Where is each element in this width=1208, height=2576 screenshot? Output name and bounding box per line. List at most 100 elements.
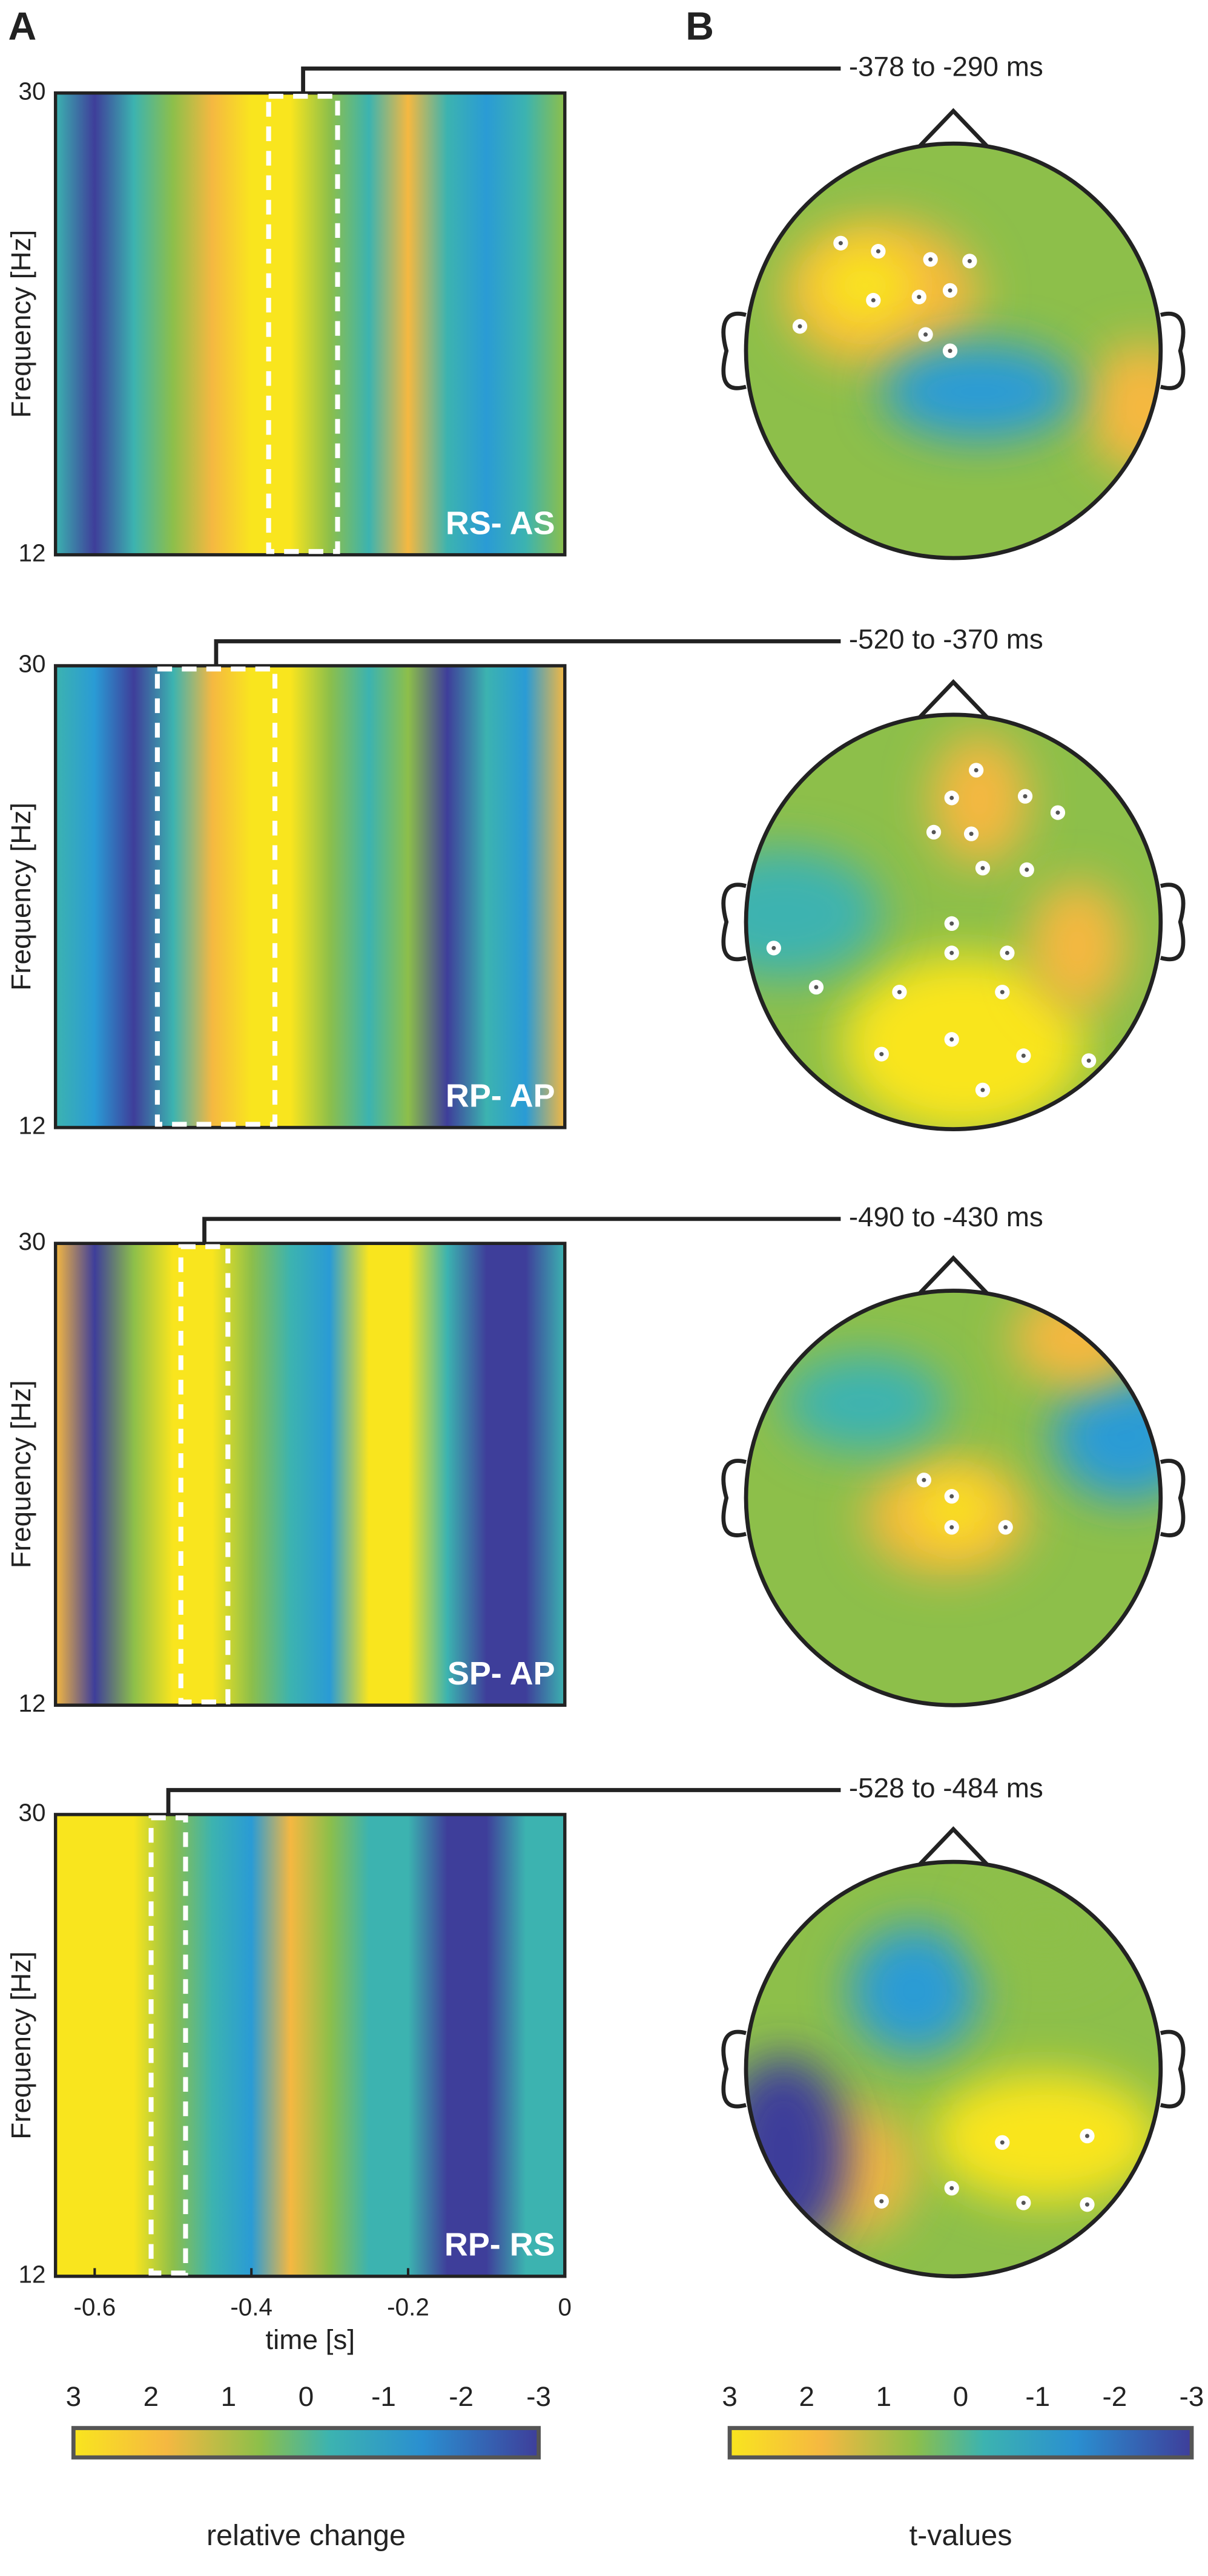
colorbar-tick-label: 1 xyxy=(876,2381,892,2412)
electrode-dot xyxy=(949,921,954,926)
electrode-dot xyxy=(876,249,880,254)
topo-blob xyxy=(848,1925,980,2056)
nose xyxy=(916,679,991,721)
electrode-dot xyxy=(871,298,876,303)
electrode-dot xyxy=(967,258,972,263)
y-axis-label: Frequency [Hz] xyxy=(5,1380,36,1568)
topo-blob xyxy=(1028,881,1127,1012)
colorbar-label: t-values xyxy=(909,2519,1012,2552)
electrode-dot xyxy=(949,1525,954,1530)
x-tick-label: -0.4 xyxy=(230,2293,272,2321)
electrode-dot xyxy=(1023,794,1028,799)
colorbar xyxy=(727,2426,1194,2460)
topo-blob xyxy=(816,245,914,327)
electrode-dot xyxy=(980,866,985,870)
nose xyxy=(916,1826,991,1868)
connector xyxy=(214,639,841,666)
head-outline xyxy=(744,1859,1163,2279)
y-axis-label: Frequency [Hz] xyxy=(5,803,36,991)
y-tick-label: 30 xyxy=(19,77,46,105)
electrode-dot xyxy=(949,1037,954,1042)
ear xyxy=(721,1459,747,1537)
colorbar-tick-label: -3 xyxy=(1180,2381,1204,2412)
connector xyxy=(202,1217,841,1244)
colorbar-tick-label: -1 xyxy=(371,2381,396,2412)
window-label: -378 to -290 ms xyxy=(849,51,1043,82)
y-axis-label: Frequency [Hz] xyxy=(5,1951,36,2140)
y-tick-label: 30 xyxy=(19,1227,46,1255)
y-tick-label: 30 xyxy=(19,1799,46,1827)
x-tick-label: 0 xyxy=(558,2293,572,2321)
contrast-label: RP- RS xyxy=(444,2227,555,2263)
y-tick-label: 30 xyxy=(19,650,46,678)
nose xyxy=(916,1255,991,1297)
tf-map xyxy=(53,1813,567,2278)
contrast-label: SP- AP xyxy=(447,1655,555,1692)
time-window xyxy=(154,666,278,1127)
topoplot xyxy=(746,714,1161,1129)
electrode-dot xyxy=(814,985,819,990)
head-outline xyxy=(744,141,1163,560)
y-axis-label: Frequency [Hz] xyxy=(5,230,36,418)
topo-blob xyxy=(914,1476,996,1542)
window-label: -520 to -370 ms xyxy=(849,624,1043,655)
window-label: -528 to -484 ms xyxy=(849,1773,1043,1804)
electrode-dot xyxy=(1000,2140,1005,2145)
electrode-dot xyxy=(949,1494,954,1499)
electrode-dot xyxy=(949,795,954,800)
panel-label: A xyxy=(8,4,36,48)
electrode-dot xyxy=(771,945,776,950)
colorbar-label: relative change xyxy=(206,2519,406,2552)
topoplot xyxy=(746,1862,1161,2276)
colorbar-tick-label: 0 xyxy=(299,2381,314,2412)
electrode-dot xyxy=(917,295,922,300)
electrode-dot xyxy=(974,767,979,772)
topo-blob xyxy=(1052,1370,1161,1502)
colorbar-tick-label: 3 xyxy=(722,2381,738,2412)
time-window xyxy=(266,94,340,554)
electrode-dot xyxy=(838,241,843,246)
panel-label: B xyxy=(685,4,714,48)
electrode-dot xyxy=(1055,810,1060,815)
colorbar xyxy=(71,2426,541,2460)
electrode-dot xyxy=(980,1088,985,1092)
contrast-label: RS- AS xyxy=(446,505,555,541)
y-tick-label: 12 xyxy=(19,1689,46,1717)
tf-map xyxy=(53,91,567,557)
electrode-dot xyxy=(1086,1058,1091,1063)
topo-blob xyxy=(1012,1290,1143,1387)
electrode-dot xyxy=(949,950,954,955)
topo-blob xyxy=(840,954,1086,1129)
colorbar-tick-label: -2 xyxy=(449,2381,474,2412)
electrode-dot xyxy=(1084,2134,1090,2138)
connector xyxy=(166,1788,841,1815)
electrode-dot xyxy=(797,324,802,329)
topo-blob xyxy=(784,1354,947,1453)
electrode-dot xyxy=(897,990,902,994)
electrode-dot xyxy=(879,2199,884,2204)
electrode-dot xyxy=(931,830,936,835)
colorbar-tick-label: 3 xyxy=(66,2381,82,2412)
electrode-dot xyxy=(1021,2201,1026,2206)
topoplot xyxy=(746,1290,1161,1706)
topo-blob xyxy=(979,1876,1111,1975)
y-tick-label: 12 xyxy=(19,1112,46,1140)
electrode-dot xyxy=(1084,2202,1090,2207)
ear xyxy=(1160,882,1186,962)
colorbar-tick-label: 0 xyxy=(953,2381,969,2412)
colorbar-tick-label: -1 xyxy=(1025,2381,1050,2412)
topo-blob xyxy=(881,343,1078,441)
electrode-dot xyxy=(1021,1053,1026,1058)
electrode-dot xyxy=(922,1477,926,1482)
topoplot xyxy=(746,143,1161,559)
colorbar-tick-label: -3 xyxy=(526,2381,551,2412)
topo-blob xyxy=(930,734,1029,865)
head-outline xyxy=(744,712,1163,1131)
electrode-dot xyxy=(969,832,974,836)
tf-map xyxy=(53,664,567,1129)
electrode-dot xyxy=(928,257,933,262)
electrode-dot xyxy=(879,1052,884,1057)
ear xyxy=(721,2029,747,2109)
